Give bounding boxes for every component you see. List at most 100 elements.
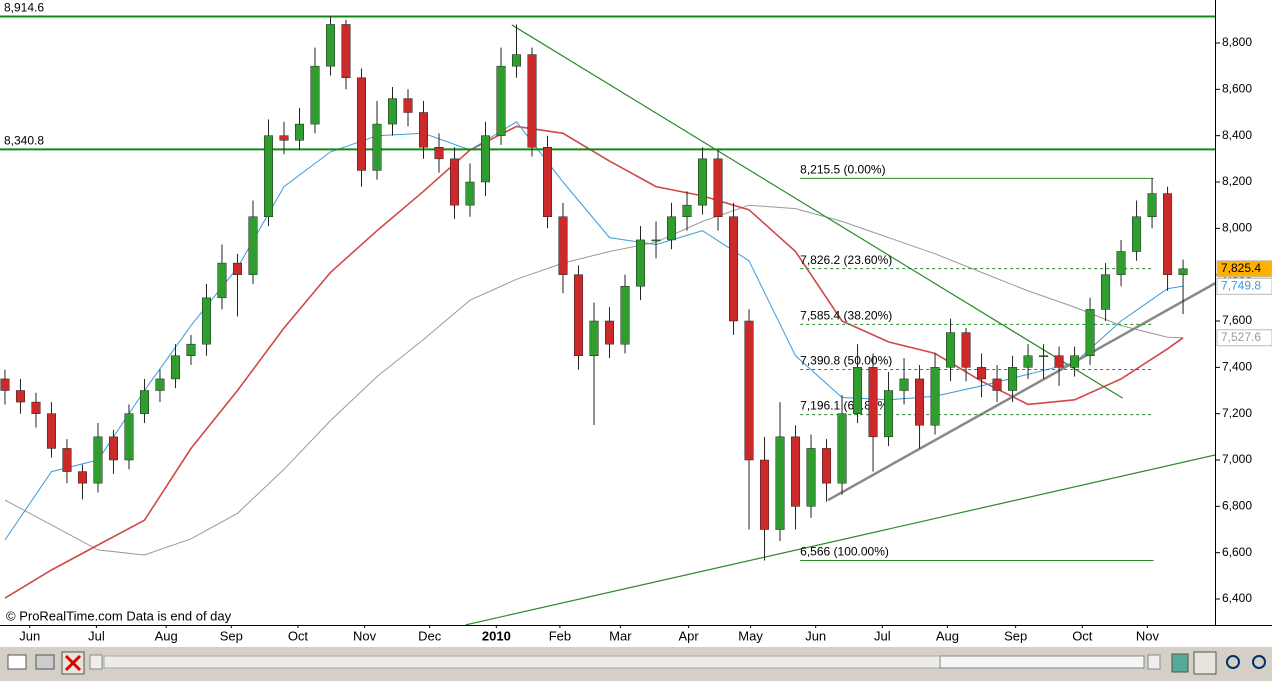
candle-body xyxy=(992,378,1002,391)
moving-average xyxy=(4,204,1184,556)
candle-body xyxy=(139,390,149,414)
candle-body xyxy=(729,216,739,322)
candle-body xyxy=(155,378,165,391)
candle-body xyxy=(263,135,273,218)
candle-body xyxy=(124,413,134,461)
zoom-in-button[interactable] xyxy=(1252,655,1266,669)
candle-body xyxy=(201,297,211,345)
y-tick-label: 8,600 xyxy=(1222,82,1252,96)
scroll-left[interactable] xyxy=(89,654,103,670)
candle-body xyxy=(651,239,661,242)
candle-body xyxy=(636,239,646,287)
x-tick-label: Mar xyxy=(609,628,632,643)
candle-body xyxy=(868,367,878,438)
delete-icon xyxy=(64,654,82,672)
trendline xyxy=(827,281,1215,502)
candle-body xyxy=(480,135,491,183)
fib-label: 7,585.4 (38.20%) xyxy=(800,309,892,323)
candle-body xyxy=(713,158,723,218)
x-axis-band xyxy=(0,626,1272,647)
x-tick-label: Oct xyxy=(288,628,309,643)
candle-body xyxy=(387,98,398,125)
candle-body xyxy=(573,274,584,357)
price-tag xyxy=(1216,329,1272,347)
y-tick-label: 8,200 xyxy=(1222,174,1252,188)
candle-body xyxy=(1008,367,1018,391)
x-tick-label: Jul xyxy=(874,628,891,643)
fib-label: 8,215.5 (0.00%) xyxy=(800,163,885,177)
candle-body xyxy=(853,367,863,414)
price-tag-label: 7,825.4 xyxy=(1221,261,1261,275)
y-tick-label: 8,800 xyxy=(1222,35,1252,49)
y-tick-label: 6,800 xyxy=(1222,499,1252,513)
candle-body xyxy=(698,158,708,206)
price-tag-label: 7,527.6 xyxy=(1221,330,1261,344)
candle-body xyxy=(170,355,180,380)
indicator-button[interactable] xyxy=(1171,653,1189,673)
x-tick-label: Aug xyxy=(936,628,959,643)
candle-body xyxy=(0,378,10,391)
scroll-right[interactable] xyxy=(1147,654,1161,670)
fib-label: 7,826.2 (23.60%) xyxy=(800,253,892,267)
candle-body xyxy=(527,54,537,148)
candle-body xyxy=(558,216,568,275)
candle-body xyxy=(589,320,599,357)
candle-body xyxy=(31,401,41,414)
candle-body xyxy=(1116,251,1126,275)
scroll-thumb[interactable] xyxy=(939,655,1145,669)
zoom-fit-button[interactable] xyxy=(1193,651,1217,675)
candle-body xyxy=(1085,309,1095,357)
candle-body xyxy=(946,332,956,368)
fib-label: 7,390.8 (50.00%) xyxy=(800,354,892,368)
zoom-out-button[interactable] xyxy=(1226,655,1240,669)
candle-body xyxy=(465,181,475,206)
candle-body xyxy=(77,471,87,484)
candle-body xyxy=(977,367,987,380)
candle-body xyxy=(108,436,118,461)
fib-label: 6,566 (100.00%) xyxy=(800,545,889,559)
candle-body xyxy=(186,343,196,357)
candle-body xyxy=(542,146,553,218)
candle-body xyxy=(15,390,25,403)
candle-body xyxy=(310,65,320,125)
candle-body xyxy=(403,98,413,113)
candle-body xyxy=(744,320,754,461)
y-tick-label: 6,400 xyxy=(1222,591,1252,605)
fib-label: 7,196.1 (61.80%) xyxy=(800,399,892,413)
candle-body xyxy=(961,332,971,368)
x-tick-label: Nov xyxy=(353,628,377,643)
candle-body xyxy=(1039,355,1049,358)
candle-body xyxy=(449,158,460,206)
x-tick-label: May xyxy=(738,628,763,643)
x-tick-label: Dec xyxy=(418,628,442,643)
source-note: © ProRealTime.com Data is end of day xyxy=(6,608,232,623)
candle-body xyxy=(248,216,258,275)
candle-body xyxy=(1163,193,1173,275)
candle-body xyxy=(372,123,382,171)
candle-body xyxy=(884,390,894,438)
x-tick-label: Nov xyxy=(1136,628,1160,643)
mail-button[interactable] xyxy=(7,654,27,670)
x-tick-label: Jun xyxy=(805,628,826,643)
candle-body xyxy=(93,436,103,484)
y-tick-label: 7,000 xyxy=(1222,452,1252,466)
x-tick-label: Apr xyxy=(678,628,699,643)
candle-body xyxy=(232,262,242,275)
y-tick-label: 8,000 xyxy=(1222,221,1252,235)
y-tick-label: 7,600 xyxy=(1222,313,1252,327)
candle-body xyxy=(62,448,72,472)
candle-body xyxy=(605,320,615,345)
candle-body xyxy=(791,436,801,507)
x-tick-label: Feb xyxy=(549,628,571,643)
horizontal-line-label: 8,914.6 xyxy=(4,1,44,15)
candle-body xyxy=(496,65,506,136)
horizontal-line-label: 8,340.8 xyxy=(4,134,44,148)
candle-body xyxy=(806,448,816,507)
candle-body xyxy=(1054,355,1064,368)
price-tag-label: 7,749.8 xyxy=(1221,278,1261,292)
print-button[interactable] xyxy=(35,654,55,670)
candle-body xyxy=(1023,355,1033,368)
x-tick-label: Sep xyxy=(220,628,243,643)
